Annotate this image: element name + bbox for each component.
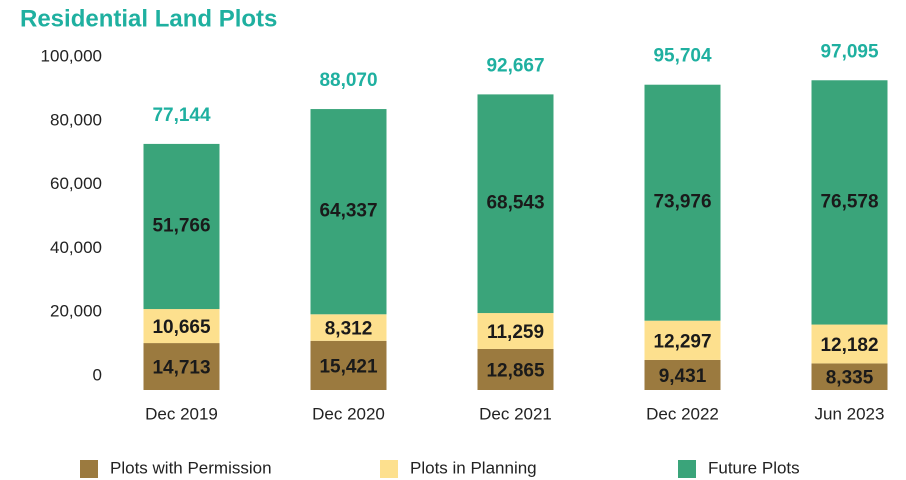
bar-segment <box>811 324 888 364</box>
value-label: 9,431 <box>659 366 707 387</box>
value-label: 12,297 <box>653 331 711 352</box>
y-tick-label: 100,000 <box>41 46 102 65</box>
value-label: 12,182 <box>820 335 878 356</box>
value-label: 64,337 <box>319 201 377 222</box>
bar-segment <box>477 94 554 314</box>
y-tick-label: 60,000 <box>50 174 102 193</box>
value-label: 68,543 <box>486 193 544 214</box>
chart-title: Residential Land Plots <box>20 5 277 32</box>
value-label: 11,259 <box>487 322 544 343</box>
y-tick-label: 20,000 <box>50 302 102 321</box>
value-label: 8,335 <box>826 368 874 389</box>
bar-segment <box>143 143 220 310</box>
value-label: 8,312 <box>325 319 373 340</box>
bar-segment <box>811 80 888 325</box>
y-tick-label: 0 <box>93 365 102 384</box>
bar-segment <box>477 313 554 349</box>
value-label: 12,865 <box>486 360 545 381</box>
x-tick-label: Dec 2019 <box>145 404 218 423</box>
bar-segment <box>310 340 387 390</box>
bar-segment <box>310 314 387 341</box>
bar-segment <box>644 320 721 360</box>
y-tick-label: 40,000 <box>50 238 102 257</box>
legend-label: Plots in Planning <box>410 458 537 477</box>
total-label: 92,667 <box>486 55 544 76</box>
bar-segment <box>310 109 387 315</box>
bar-segment <box>477 348 554 390</box>
legend-swatch <box>80 460 98 478</box>
x-tick-label: Dec 2020 <box>312 404 385 423</box>
x-tick-label: Dec 2022 <box>646 404 719 423</box>
x-tick-label: Jun 2023 <box>815 404 885 423</box>
value-label: 51,766 <box>152 215 210 236</box>
value-label: 14,713 <box>152 358 210 379</box>
bar-segment <box>644 359 721 390</box>
bar-segment <box>811 363 888 390</box>
value-label: 15,421 <box>319 356 378 377</box>
bar-segment <box>143 309 220 344</box>
total-label: 95,704 <box>653 46 712 67</box>
value-label: 76,578 <box>820 191 878 212</box>
value-label: 10,665 <box>152 317 211 338</box>
bar-segment <box>143 343 220 390</box>
legend-swatch <box>678 460 696 478</box>
legend-swatch <box>380 460 398 478</box>
x-tick-label: Dec 2021 <box>479 404 552 423</box>
total-label: 88,070 <box>319 70 377 91</box>
legend-label: Plots with Permission <box>110 458 272 477</box>
bar-segment <box>644 84 721 321</box>
legend-label: Future Plots <box>708 458 800 477</box>
total-label: 97,095 <box>820 41 879 62</box>
y-tick-label: 80,000 <box>50 110 102 129</box>
total-label: 77,144 <box>152 105 211 126</box>
value-label: 73,976 <box>653 192 711 213</box>
